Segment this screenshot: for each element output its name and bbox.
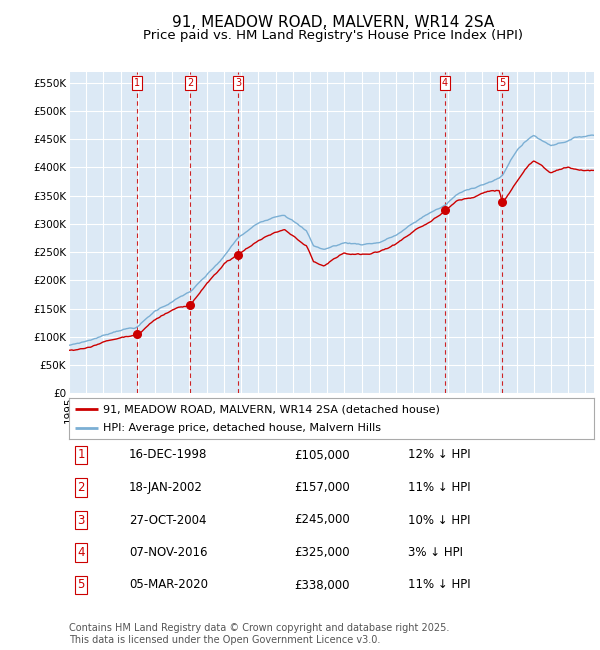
Text: 3: 3: [77, 514, 85, 526]
Text: 91, MEADOW ROAD, MALVERN, WR14 2SA (detached house): 91, MEADOW ROAD, MALVERN, WR14 2SA (deta…: [103, 404, 440, 414]
Text: 2: 2: [187, 78, 193, 88]
Text: £245,000: £245,000: [294, 514, 350, 526]
Text: 10% ↓ HPI: 10% ↓ HPI: [408, 514, 470, 526]
Text: £157,000: £157,000: [294, 481, 350, 494]
Text: 4: 4: [77, 546, 85, 559]
Text: 4: 4: [442, 78, 448, 88]
Text: 3% ↓ HPI: 3% ↓ HPI: [408, 546, 463, 559]
Text: Contains HM Land Registry data © Crown copyright and database right 2025.
This d: Contains HM Land Registry data © Crown c…: [69, 623, 449, 645]
Text: 2: 2: [77, 481, 85, 494]
Text: 27-OCT-2004: 27-OCT-2004: [129, 514, 206, 526]
Text: Price paid vs. HM Land Registry's House Price Index (HPI): Price paid vs. HM Land Registry's House …: [143, 29, 523, 42]
Text: 12% ↓ HPI: 12% ↓ HPI: [408, 448, 470, 461]
Text: 11% ↓ HPI: 11% ↓ HPI: [408, 578, 470, 592]
Text: 18-JAN-2002: 18-JAN-2002: [129, 481, 203, 494]
Text: 3: 3: [235, 78, 241, 88]
Text: £325,000: £325,000: [294, 546, 350, 559]
Text: 5: 5: [499, 78, 506, 88]
Text: 91, MEADOW ROAD, MALVERN, WR14 2SA: 91, MEADOW ROAD, MALVERN, WR14 2SA: [172, 15, 494, 31]
Text: £105,000: £105,000: [294, 448, 350, 461]
Text: 07-NOV-2016: 07-NOV-2016: [129, 546, 208, 559]
Text: 11% ↓ HPI: 11% ↓ HPI: [408, 481, 470, 494]
Text: 1: 1: [134, 78, 140, 88]
Text: 16-DEC-1998: 16-DEC-1998: [129, 448, 208, 461]
Text: £338,000: £338,000: [294, 578, 349, 592]
Text: HPI: Average price, detached house, Malvern Hills: HPI: Average price, detached house, Malv…: [103, 423, 381, 433]
Text: 1: 1: [77, 448, 85, 461]
Text: 05-MAR-2020: 05-MAR-2020: [129, 578, 208, 592]
Text: 5: 5: [77, 578, 85, 592]
